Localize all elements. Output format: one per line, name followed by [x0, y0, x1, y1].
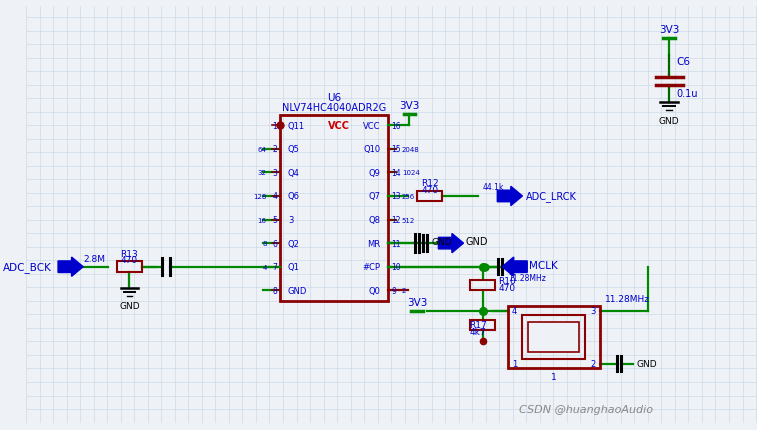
Text: R10: R10 [498, 276, 516, 285]
Text: GND: GND [431, 237, 452, 246]
Text: 3: 3 [590, 306, 596, 315]
Text: Q10: Q10 [363, 145, 381, 154]
Text: NLV74HC4040ADR2G: NLV74HC4040ADR2G [282, 103, 386, 113]
Text: Q2: Q2 [288, 239, 300, 248]
Text: 15: 15 [391, 145, 400, 154]
Text: 1: 1 [512, 359, 517, 369]
Text: 470: 470 [421, 185, 438, 194]
Text: Q6: Q6 [288, 192, 300, 201]
Text: 3V3: 3V3 [407, 297, 428, 307]
Polygon shape [58, 258, 83, 277]
Text: 1024: 1024 [402, 170, 419, 176]
Text: GND: GND [466, 237, 488, 247]
Text: 16: 16 [257, 217, 266, 223]
Polygon shape [502, 258, 527, 277]
Text: 2: 2 [273, 145, 277, 154]
Text: 2.8M: 2.8M [84, 254, 106, 263]
Text: 2: 2 [402, 288, 406, 294]
Text: 256: 256 [402, 194, 415, 200]
Polygon shape [438, 234, 463, 253]
Text: 3V3: 3V3 [399, 101, 419, 111]
Text: Q4: Q4 [288, 169, 300, 178]
Text: 1: 1 [551, 372, 556, 381]
Text: R17: R17 [469, 320, 487, 329]
Text: 4k7: 4k7 [469, 328, 486, 337]
Text: VCC: VCC [328, 121, 350, 131]
Text: U6: U6 [327, 93, 341, 103]
Text: 12: 12 [391, 215, 400, 224]
Text: CSDN @huanghaoAudio: CSDN @huanghaoAudio [519, 404, 653, 414]
Text: 470: 470 [498, 284, 516, 293]
Text: Q0: Q0 [369, 286, 381, 295]
Text: 11.28MHz: 11.28MHz [508, 273, 546, 282]
Text: Q5: Q5 [288, 145, 300, 154]
Bar [417, 191, 442, 202]
Text: GND: GND [637, 359, 657, 369]
Text: 7: 7 [273, 263, 277, 272]
Text: 3: 3 [273, 169, 277, 178]
Text: 64: 64 [257, 147, 266, 152]
Text: 10: 10 [391, 263, 400, 272]
Text: 4: 4 [512, 306, 517, 315]
Text: Q7: Q7 [369, 192, 381, 201]
Text: #CP: #CP [363, 263, 381, 272]
Text: GND: GND [288, 286, 307, 295]
Text: Q1: Q1 [288, 263, 300, 272]
Text: ADC_LRCK: ADC_LRCK [526, 191, 577, 202]
Bar [522, 316, 585, 359]
Text: 5: 5 [273, 215, 277, 224]
Text: Q11: Q11 [288, 121, 305, 130]
Bar [508, 306, 600, 369]
Text: 13: 13 [391, 192, 400, 201]
Text: R12: R12 [421, 178, 438, 187]
Bar [117, 262, 142, 272]
Bar [470, 320, 495, 331]
Bar [528, 322, 579, 352]
Text: MCLK: MCLK [529, 260, 558, 270]
Text: 4: 4 [262, 264, 266, 270]
Text: Q8: Q8 [369, 215, 381, 224]
Text: 32: 32 [257, 170, 266, 176]
Text: 11.28MHz: 11.28MHz [605, 294, 650, 303]
Text: ADC_BCK: ADC_BCK [3, 261, 52, 273]
Text: MR: MR [367, 239, 381, 248]
Text: 128: 128 [253, 194, 266, 200]
Text: 4: 4 [273, 192, 277, 201]
Text: 44.1k: 44.1k [483, 182, 504, 191]
Text: R13: R13 [120, 249, 139, 258]
Text: 2: 2 [590, 359, 596, 369]
Bar [470, 280, 495, 291]
Text: 512: 512 [402, 217, 415, 223]
Bar [280, 115, 388, 301]
Text: 16: 16 [391, 121, 400, 130]
Text: 11: 11 [391, 239, 400, 248]
Text: 1: 1 [273, 121, 277, 130]
Text: 470: 470 [121, 256, 138, 265]
Text: 6: 6 [273, 239, 277, 248]
Text: 9: 9 [391, 286, 396, 295]
Text: 8: 8 [262, 240, 266, 246]
Text: Q9: Q9 [369, 169, 381, 178]
Text: C6: C6 [677, 57, 691, 68]
Text: 0.1u: 0.1u [677, 89, 699, 99]
Text: VCC: VCC [363, 121, 381, 130]
Text: 3V3: 3V3 [659, 25, 679, 35]
Text: 2048: 2048 [402, 147, 419, 152]
Text: GND: GND [119, 302, 140, 311]
Text: 14: 14 [391, 169, 400, 178]
Polygon shape [497, 187, 522, 206]
Text: 8: 8 [273, 286, 277, 295]
Text: GND: GND [659, 116, 680, 125]
Text: 3: 3 [288, 215, 293, 224]
